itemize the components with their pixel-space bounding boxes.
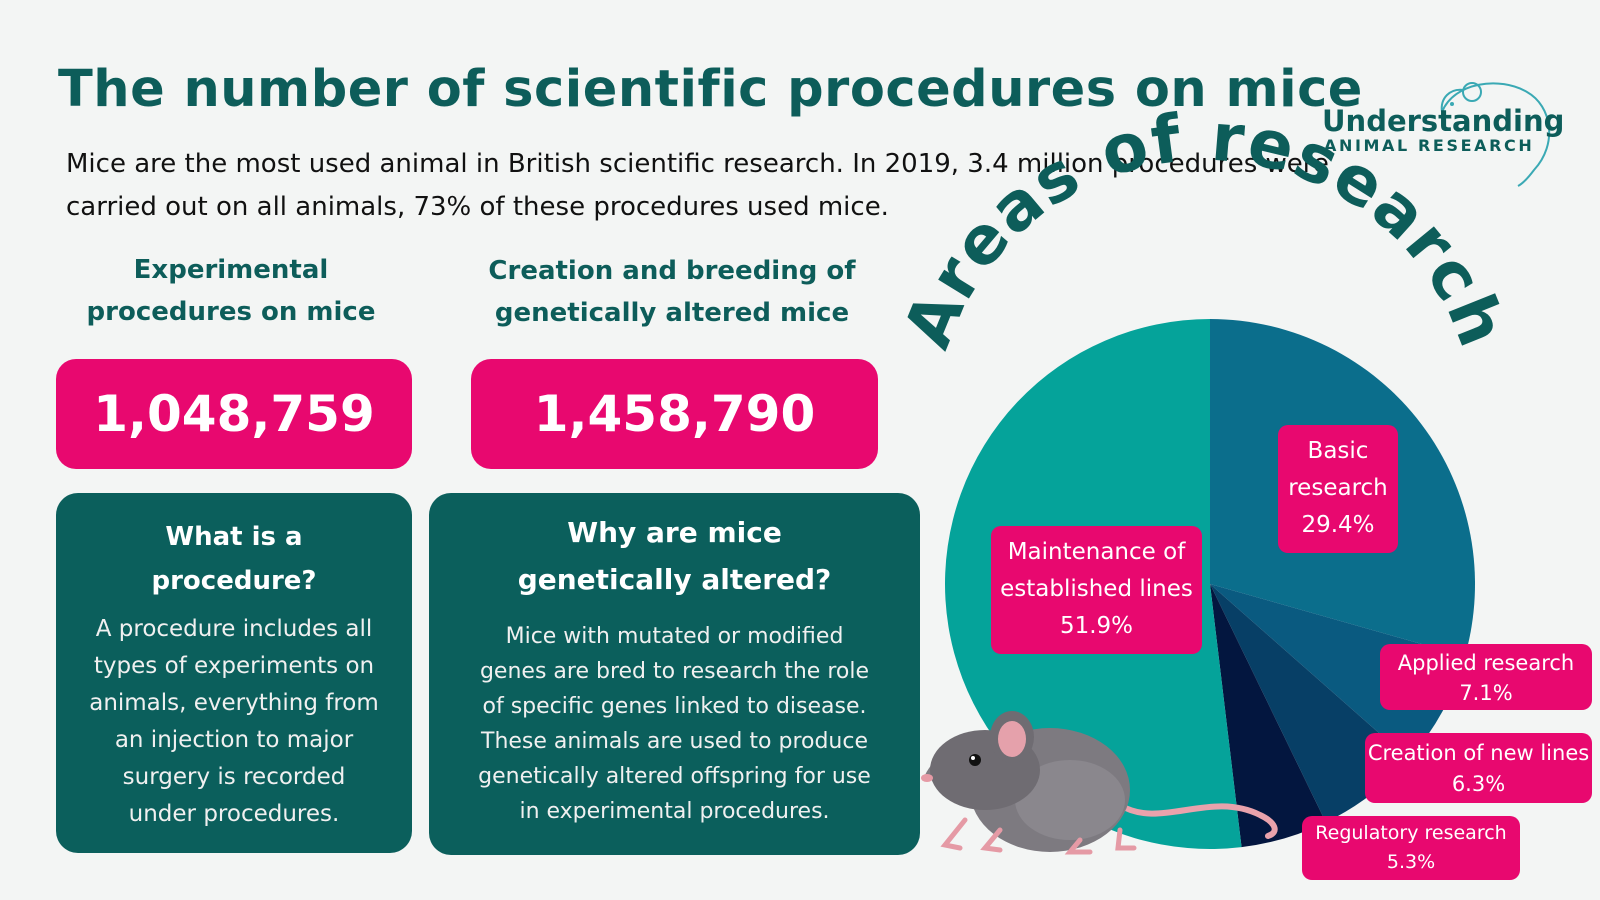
info-answer-line: in experimental procedures. xyxy=(519,799,830,824)
pie-label-value: 51.9% xyxy=(1059,613,1134,639)
info-answer-line: an injection to major xyxy=(114,727,354,753)
pie-label-text: established lines xyxy=(1000,576,1193,602)
info-answer-line: types of experiments on xyxy=(93,653,375,679)
info-answer-line: genetically altered offspring for use xyxy=(478,764,871,789)
info-answer-line: of specific genes linked to disease. xyxy=(482,694,867,719)
info-answer-line: Mice with mutated or modified xyxy=(505,624,844,649)
info-question-line: What is a xyxy=(165,522,303,552)
intro-text: Mice are the most used animal in British… xyxy=(66,149,1329,222)
pie-label-text: Applied research xyxy=(1397,651,1575,675)
pie-label-text: research xyxy=(1288,475,1388,501)
logo-word-understanding: Understanding xyxy=(1322,104,1565,138)
info-question-line: procedure? xyxy=(151,566,317,596)
info-answer-line: A procedure includes all xyxy=(95,616,373,642)
pie-slice-regulatory-research xyxy=(1210,584,1326,848)
info-question-line: genetically altered? xyxy=(517,563,832,596)
stat-value-genetically-altered: 1,458,790 xyxy=(471,359,878,469)
pie-label-text: Basic xyxy=(1307,438,1369,464)
mouse-outline-icon xyxy=(1440,82,1551,187)
pie-label-text: Maintenance of xyxy=(1007,539,1186,565)
page-title: The number of scientific procedures on m… xyxy=(58,60,1363,119)
pie-slice-creation-of-new-lines xyxy=(1210,584,1409,823)
pie-slice-applied-research xyxy=(1210,584,1465,760)
pie-label-value: 7.1% xyxy=(1459,681,1513,705)
pie-label-text: Creation of new lines xyxy=(1367,741,1590,765)
stat-value-experimental: 1,048,759 xyxy=(56,359,412,469)
stat-heading-line: Creation and breeding of xyxy=(488,256,856,286)
pie-label-applied-research: Applied research 7.1% xyxy=(1380,644,1592,710)
pie-label-text: Regulatory research xyxy=(1315,822,1507,844)
pie-label-basic-research: Basic research 29.4% xyxy=(1278,425,1398,553)
pie-label-value: 5.3% xyxy=(1386,851,1436,873)
stat-heading-line: procedures on mice xyxy=(86,297,376,327)
stat-heading-line: Experimental xyxy=(133,255,329,285)
mouse-illustration xyxy=(921,711,1278,855)
logo-word-animal-research: ANIMAL RESEARCH xyxy=(1324,136,1535,155)
info-answer-line: genes are bred to research the role xyxy=(479,659,870,684)
stat-heading-line: genetically altered mice xyxy=(494,298,850,328)
pie-label-maintenance: Maintenance of established lines 51.9% xyxy=(991,526,1202,654)
info-answer: A procedure includes all types of experi… xyxy=(56,611,412,833)
info-answer-line: surgery is recorded xyxy=(122,764,346,790)
info-answer-line: These animals are used to produce xyxy=(481,729,868,754)
pie-label-value: 29.4% xyxy=(1301,512,1375,538)
info-answer-line: under procedures. xyxy=(128,801,340,827)
info-box-why-genetically-altered: Why are mice genetically altered? Mice w… xyxy=(429,493,920,855)
pie-label-creation-new-lines: Creation of new lines 6.3% xyxy=(1365,733,1592,803)
pie-label-value: 6.3% xyxy=(1451,772,1506,796)
stat-heading-genetically-altered: Creation and breeding of genetically alt… xyxy=(452,250,892,334)
info-question-line: Why are mice xyxy=(567,516,782,549)
info-box-what-is-procedure: What is a procedure? A procedure include… xyxy=(56,493,412,853)
pie-label-regulatory-research: Regulatory research 5.3% xyxy=(1302,816,1520,880)
info-answer: Mice with mutated or modified genes are … xyxy=(429,619,920,829)
info-answer-line: animals, everything from xyxy=(89,690,379,716)
stat-heading-experimental: Experimental procedures on mice xyxy=(56,249,406,333)
info-question: What is a procedure? xyxy=(56,515,412,603)
info-question: Why are mice genetically altered? xyxy=(429,509,920,603)
